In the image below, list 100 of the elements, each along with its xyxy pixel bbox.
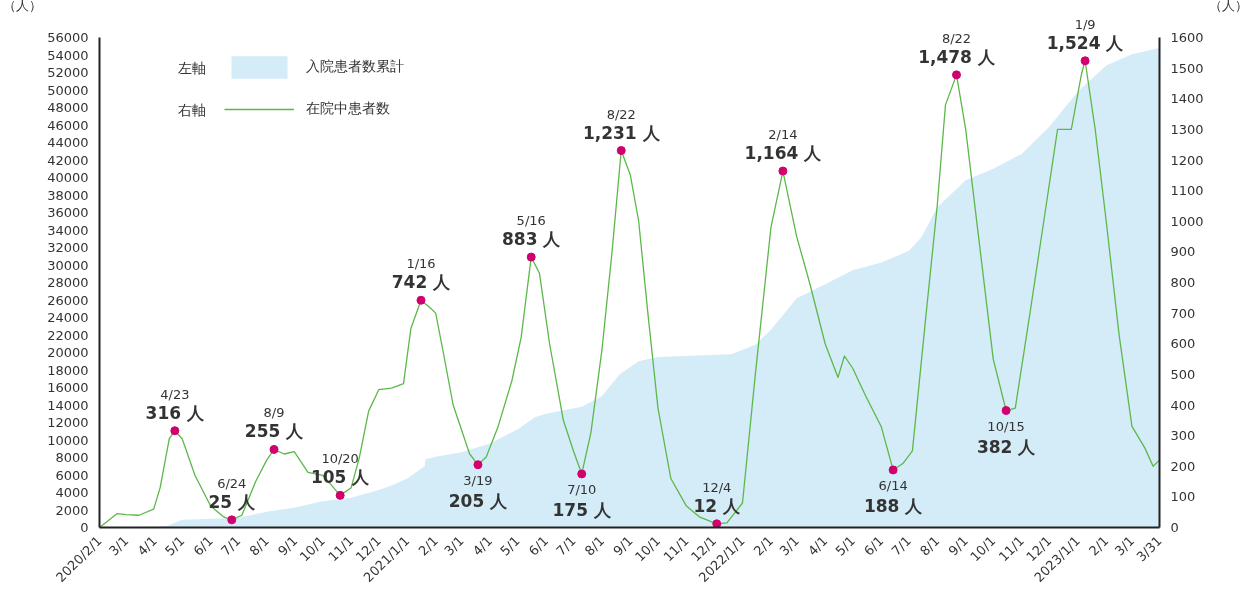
data-label: 255 人 (244, 421, 305, 442)
y2-tick-label: 1400 (1170, 91, 1204, 107)
y-tick-label: 54000 (47, 47, 89, 63)
data-label: 12 人 (693, 495, 742, 516)
y-tick-label: 38000 (47, 187, 89, 203)
y-tick-label: 32000 (47, 240, 89, 255)
point (577, 469, 587, 479)
y-tick-label: 16000 (47, 380, 89, 395)
y2-tick-label: 600 (1170, 336, 1196, 352)
annotation: 3/19 (463, 472, 493, 488)
annotation: 2/14 (768, 127, 798, 143)
x-tick-label: 2/1 (415, 533, 441, 559)
point (416, 295, 426, 305)
x-tick-label: 7/1 (553, 533, 579, 559)
y-tick-label: 0 (80, 520, 89, 535)
point (712, 519, 722, 528)
y2-tick-label: 1200 (1170, 152, 1204, 168)
text: 1/9 (1074, 16, 1096, 32)
annotation: 左軸 (177, 59, 206, 76)
y-tick-label: 22000 (47, 327, 89, 343)
point (526, 252, 536, 262)
y2-tick-label: 700 (1170, 305, 1196, 321)
annotation: 6/14 (878, 477, 908, 493)
data-label: 1,478 人 (918, 46, 996, 67)
data-label: 188 人 (863, 495, 924, 516)
x-tick-label: 7/1 (888, 533, 915, 559)
data-label: 1,524 人 (1046, 32, 1125, 53)
x-tick-label: 5/1 (497, 533, 523, 559)
point (1080, 56, 1090, 66)
x-tick-label: 5/1 (832, 533, 859, 559)
x-tick-label: 8/1 (917, 533, 943, 559)
y-tick-label: 30000 (47, 257, 89, 273)
y-tick-label: 40000 (47, 170, 89, 185)
annotation: 8/9 (263, 405, 285, 421)
y-tick-label: 52000 (47, 65, 89, 80)
data-label: 316 人 (145, 402, 206, 423)
x-tick-label: 6/1 (190, 533, 216, 559)
annotation: 5/16 (516, 213, 546, 229)
x-tick-label: 6/1 (861, 533, 887, 559)
y-tick-label: 10000 (47, 432, 89, 448)
x-tick-label: 3/1 (776, 533, 802, 559)
annotation: 12/4 (702, 479, 732, 495)
point (227, 515, 237, 525)
x-tick-label: 9/1 (275, 533, 301, 559)
y2-tick-label: 400 (1170, 397, 1196, 413)
annotation: 8/22 (606, 106, 636, 122)
y2-tick-label: 800 (1170, 275, 1196, 290)
x-tick-label: 8/1 (246, 533, 272, 559)
y-tick-label: 26000 (47, 292, 89, 308)
y2-tick-label: 100 (1170, 489, 1196, 505)
point (269, 444, 279, 454)
y-tick-label: 56000 (47, 30, 89, 45)
y2-tick-label: 1500 (1170, 60, 1204, 76)
y2-tick-label: 300 (1170, 428, 1196, 444)
x-tick-label: 9/1 (610, 533, 636, 559)
x-tick-label: 7/1 (218, 533, 244, 559)
point (778, 166, 788, 176)
x-tick-label: 8/1 (581, 533, 608, 559)
data-label: 382 人 (976, 436, 1037, 457)
y-axis-title: （人） (3, 0, 43, 13)
x-tick-label: 3/1 (106, 533, 132, 559)
x-tick-label: 4/1 (134, 533, 160, 559)
data-label: 742 人 (391, 272, 452, 293)
y-tick-label: 6000 (55, 467, 89, 483)
y-tick-label: 36000 (47, 205, 89, 220)
y-tick-label: 20000 (47, 345, 89, 360)
annotation: 10/15 (987, 418, 1025, 434)
x-tick-label: 3/1 (441, 533, 467, 559)
x-tick-label: 4/1 (805, 533, 831, 559)
point (1001, 406, 1011, 415)
y2-tick-label: 1000 (1170, 213, 1204, 229)
y-tick-label: 48000 (47, 100, 89, 115)
y2-axis-title: （人） (1208, 0, 1248, 13)
y2-tick-label: 1300 (1170, 121, 1204, 137)
y-tick-label: 14000 (47, 397, 89, 413)
annotation: 8/22 (941, 30, 972, 46)
y-tick-label: 28000 (47, 275, 89, 290)
annotation: 7/10 (567, 481, 597, 497)
data-label: 1,231 人 (582, 122, 661, 143)
y2-tick-label: 1100 (1170, 183, 1204, 199)
x-tick-label: 5/1 (162, 533, 188, 559)
y2-tick-label: 1600 (1170, 30, 1204, 45)
y2-tick-label: 200 (1170, 458, 1196, 474)
x-tick-label: 2/1 (1086, 533, 1112, 559)
x-tick-label: 2/1 (750, 533, 777, 559)
x-tick-label: 6/1 (525, 533, 552, 559)
y-tick-label: 50000 (47, 82, 89, 98)
annotation: 4/23 (160, 386, 190, 402)
annotation: 右軸 (177, 101, 206, 118)
annotation: 6/24 (217, 475, 247, 491)
point (473, 460, 483, 470)
y2-tick-label: 500 (1170, 366, 1196, 382)
y-tick-label: 12000 (47, 415, 89, 430)
y-tick-label: 2000 (55, 502, 89, 518)
x-tick-label: 4/1 (469, 533, 496, 559)
annotation: 10/20 (321, 451, 359, 467)
y2-tick-label: 0 (1170, 520, 1179, 535)
y-tick-label: 34000 (47, 222, 89, 238)
data-label: 883 人 (502, 229, 562, 250)
x-tick-label: 9/1 (945, 533, 971, 559)
